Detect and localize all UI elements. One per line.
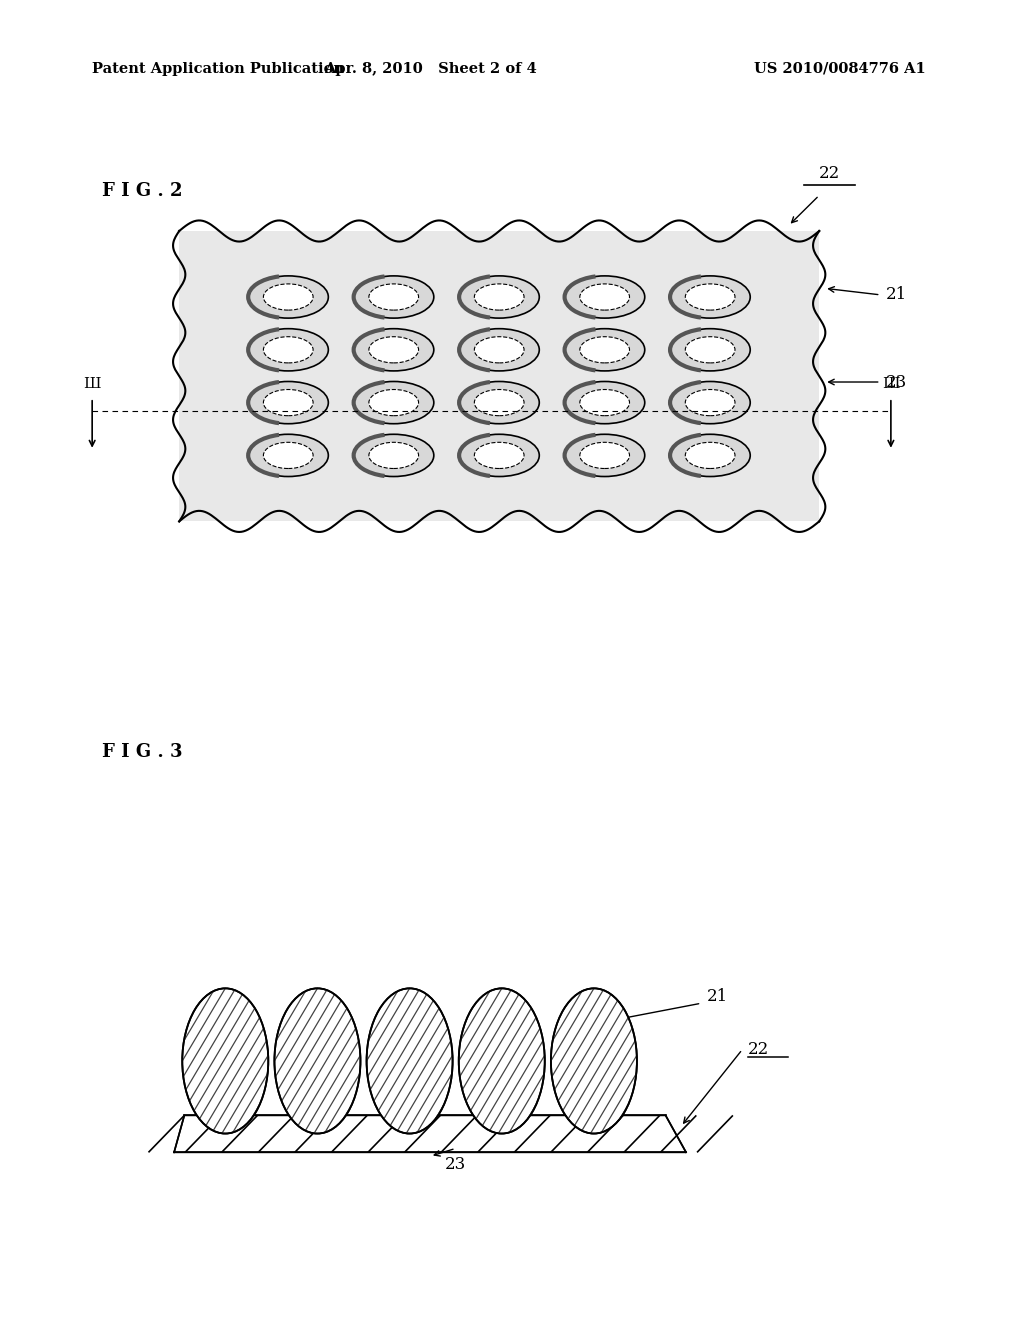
Text: 23: 23 [886,374,907,391]
Ellipse shape [670,329,751,371]
Ellipse shape [551,989,637,1134]
Ellipse shape [685,389,735,416]
Ellipse shape [564,434,645,477]
Ellipse shape [580,284,630,310]
Ellipse shape [564,276,645,318]
Ellipse shape [353,381,434,424]
Ellipse shape [685,442,735,469]
Ellipse shape [367,989,453,1134]
Text: 21: 21 [886,286,907,304]
Ellipse shape [670,276,751,318]
Ellipse shape [685,337,735,363]
Text: Apr. 8, 2010   Sheet 2 of 4: Apr. 8, 2010 Sheet 2 of 4 [324,62,537,75]
Ellipse shape [353,276,434,318]
Ellipse shape [459,989,545,1134]
Polygon shape [174,1115,686,1152]
Ellipse shape [564,381,645,424]
Ellipse shape [369,284,419,310]
Text: 23: 23 [445,1156,466,1172]
Ellipse shape [474,284,524,310]
Ellipse shape [580,389,630,416]
Ellipse shape [474,389,524,416]
Text: Ш: Ш [83,378,101,391]
Ellipse shape [248,434,329,477]
Text: F I G . 2: F I G . 2 [102,182,183,201]
Ellipse shape [182,989,268,1134]
Ellipse shape [580,442,630,469]
Ellipse shape [670,381,751,424]
Text: F I G . 3: F I G . 3 [102,743,183,762]
Ellipse shape [353,434,434,477]
Ellipse shape [474,337,524,363]
Text: 22: 22 [748,1041,769,1057]
Ellipse shape [248,329,329,371]
Ellipse shape [263,337,313,363]
Ellipse shape [274,989,360,1134]
Text: US 2010/0084776 A1: US 2010/0084776 A1 [754,62,926,75]
Text: 21: 21 [707,989,728,1005]
Ellipse shape [474,442,524,469]
Ellipse shape [459,329,540,371]
Text: Patent Application Publication: Patent Application Publication [92,62,344,75]
Ellipse shape [263,284,313,310]
Ellipse shape [580,337,630,363]
Ellipse shape [369,442,419,469]
Ellipse shape [685,284,735,310]
Polygon shape [179,231,819,521]
Ellipse shape [670,434,751,477]
Text: 22: 22 [819,165,840,182]
Ellipse shape [459,276,540,318]
Ellipse shape [459,381,540,424]
Ellipse shape [564,329,645,371]
Ellipse shape [263,442,313,469]
Text: Ш: Ш [882,378,900,391]
Ellipse shape [248,276,329,318]
Ellipse shape [248,381,329,424]
Ellipse shape [459,434,540,477]
Ellipse shape [263,389,313,416]
Ellipse shape [369,389,419,416]
Ellipse shape [369,337,419,363]
Ellipse shape [353,329,434,371]
